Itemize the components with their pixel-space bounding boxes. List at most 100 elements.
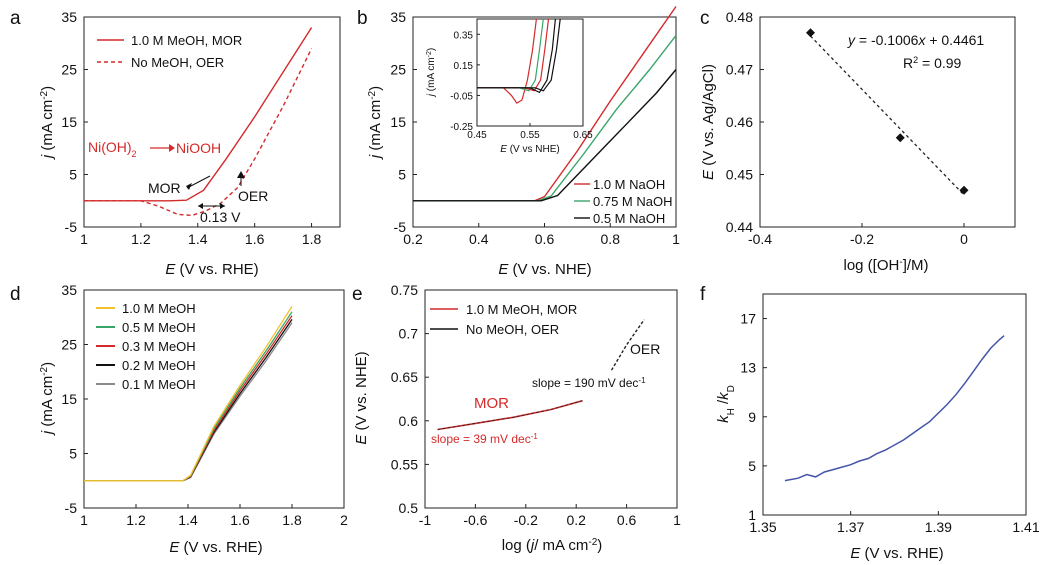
slope-oer-part: slope = 190 mV dec — [532, 376, 638, 390]
x-tick-label: 1.39 — [925, 519, 952, 535]
y-axis-label-part: (mA cm — [39, 100, 56, 155]
annotation-niooh: NiOOH — [176, 140, 221, 156]
x-tick-label: 0.2 — [566, 512, 586, 528]
y-axis-label-part: (V vs. Ag/AgCl) — [700, 64, 717, 170]
x-tick-label: 1 — [80, 231, 88, 247]
gap-arrow-head — [220, 203, 225, 209]
inset-y-label-part: (mA cm — [426, 57, 437, 94]
inset-x-label-part: (V vs NHE) — [507, 144, 560, 155]
plot-frame — [759, 16, 1016, 228]
x-tick-label: 0.6 — [535, 231, 555, 247]
inset-series-0 — [477, 19, 537, 104]
x-tick-label: 1 — [80, 512, 88, 528]
legend-label: No MeOH, OER — [131, 55, 224, 70]
legend-label: 1.0 M MeOH — [122, 301, 196, 316]
series-mor — [84, 27, 313, 202]
arrow-mor — [186, 175, 211, 189]
y-tick-label: 5 — [69, 167, 77, 183]
x-axis-label-part: (V vs. RHE) — [860, 545, 943, 562]
y-axis-label-part: D — [726, 385, 737, 392]
y-tick-label: 0.65 — [391, 369, 418, 385]
panel-d: 1 1.2 1.4 1.6 1.8 2 -5 5 15 25 35 1.0 M MeOH 0.5 M M… — [39, 282, 349, 556]
annotation-mor: MOR — [148, 180, 181, 196]
y-axis-label-part: H — [726, 408, 737, 415]
x-axis-label-part: E — [498, 261, 509, 278]
panel-c: -0.4 -0.2 0 0.44 0.45 0.46 0.47 0.48 y = -0.1006… — [700, 9, 1016, 274]
panel-b: 0.2 0.4 0.6 0.8 1 -5 5 15 25 35 1.0 M NaOH 0.75 M N… — [367, 6, 680, 278]
fit-equation-part: = -0.1006 — [855, 32, 919, 48]
legend: 1.0 M MeOH, MOR No MeOH, OER — [97, 33, 242, 70]
x-axis-label: E (V vs. RHE) — [165, 261, 258, 278]
x-tick-label: 1.4 — [188, 231, 208, 247]
y-tick-label: 0.7 — [399, 326, 419, 342]
y-axis-label-part: -2 — [39, 366, 50, 375]
panel-letter: a — [10, 8, 21, 29]
x-axis-label-part: log ([OH — [843, 257, 899, 274]
data-point — [895, 133, 905, 143]
r-squared-part: = 0.99 — [918, 55, 961, 71]
panel-e: -1 -0.6 -0.2 0.2 0.6 1 0.5 0.55 0.6 0.65 0.7 0.75 1.… — [353, 282, 681, 554]
x-axis-label-part: ]/M) — [903, 257, 929, 274]
r-squared-part: R — [903, 55, 913, 71]
x-tick-label: 0.8 — [601, 231, 621, 247]
y-tick-label: 5 — [398, 167, 406, 183]
legend-label: 0.3 M MeOH — [122, 339, 196, 354]
inset-frame — [476, 18, 584, 127]
y-axis-label-part: E — [700, 169, 717, 180]
legend-label: No MeOH, OER — [466, 322, 559, 337]
inset-series-4 — [477, 19, 561, 92]
y-tick-label: 13 — [740, 360, 756, 376]
y-tick-label: 0.6 — [399, 413, 419, 429]
legend-label: 0.5 M MeOH — [122, 320, 196, 335]
x-tick-label: 1.2 — [131, 231, 151, 247]
slope-mor: slope = 39 mV dec-1 — [431, 432, 538, 447]
series-meoh — [84, 311, 293, 482]
fit-equation-part: y — [847, 32, 856, 48]
legend-label: 0.2 M MeOH — [122, 358, 196, 373]
y-tick-label: 17 — [740, 311, 756, 327]
x-axis-label-part: (V vs. NHE) — [508, 261, 591, 278]
y-tick-label: -5 — [65, 500, 78, 516]
x-tick-label: 0 — [960, 231, 968, 247]
y-tick-label: -5 — [65, 219, 78, 235]
annotation-part: 2 — [132, 149, 137, 159]
y-tick-label: 15 — [61, 391, 77, 407]
legend-label: 1.0 M MeOH, MOR — [466, 302, 577, 317]
x-axis-label-part: / mA cm — [534, 537, 588, 554]
slope-oer-part: -1 — [638, 376, 646, 385]
y-tick-label: 25 — [61, 62, 77, 78]
y-axis-label: j (mA cm-2) — [39, 362, 57, 436]
x-axis-label-part: E — [169, 539, 180, 556]
y-axis-label-part: (mA cm — [367, 100, 384, 155]
series-mor — [437, 399, 583, 431]
y-tick-label: 0.5 — [399, 500, 419, 516]
data-point — [805, 28, 815, 38]
inset-x-tick-label: 0.65 — [573, 130, 593, 141]
y-axis-label-part: ) — [39, 362, 56, 367]
x-tick-label: 1.2 — [126, 512, 146, 528]
y-axis-label-part: j — [367, 154, 384, 160]
series-naoh-2 — [413, 69, 677, 202]
fit-mor — [437, 400, 583, 430]
y-axis-label: kH /kD — [715, 385, 737, 423]
y-axis-label-part: (V vs. NHE) — [353, 351, 370, 434]
r-squared-part: 2 — [913, 55, 918, 65]
y-tick-label: 0.46 — [726, 114, 753, 130]
y-tick-label: 0.44 — [726, 219, 753, 235]
y-tick-label: 9 — [748, 409, 756, 425]
annotation-oer: OER — [238, 188, 268, 204]
legend: 1.0 M MeOH, MOR No MeOH, OER — [430, 302, 577, 337]
legend-label: 1.0 M NaOH — [593, 177, 665, 192]
x-axis-label-part: - — [899, 257, 902, 268]
y-axis-label-part: -2 — [367, 90, 378, 99]
x-tick-label: 2 — [340, 512, 348, 528]
x-axis-label: log (j/ mA cm-2) — [502, 537, 603, 555]
x-tick-label: 1.35 — [749, 519, 776, 535]
x-tick-label: -0.4 — [748, 231, 772, 247]
annotation-nioh2: Ni(OH)2 — [88, 139, 137, 159]
arrow-oer-head — [237, 171, 245, 178]
y-axis-label-part: k — [715, 414, 732, 423]
inset-y-tick-label: -0.05 — [450, 91, 473, 102]
label-mor: MOR — [474, 395, 509, 412]
